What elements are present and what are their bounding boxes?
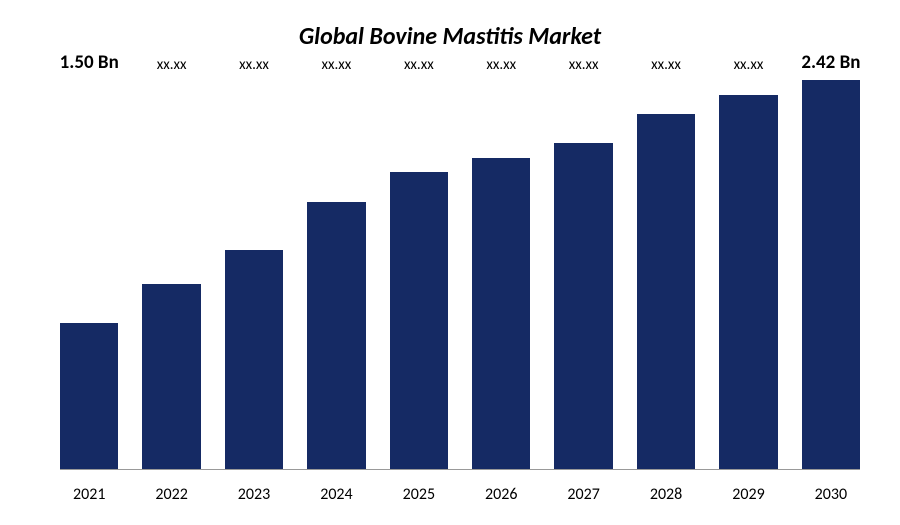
bar-group: xx.xx [637, 80, 695, 469]
chart-title: Global Bovine Mastitis Market [0, 0, 900, 51]
x-axis-tick: 2024 [307, 485, 365, 525]
bar-group: 2.42 Bn [802, 80, 860, 469]
bar-value-label: xx.xx [404, 56, 434, 74]
bar [142, 284, 200, 469]
bar-group: xx.xx [390, 80, 448, 469]
x-axis-tick: 2022 [142, 485, 200, 525]
bar-value-label: xx.xx [651, 56, 681, 74]
bar-value-label: 1.50 Bn [60, 51, 119, 74]
x-axis-tick: 2026 [472, 485, 530, 525]
x-axis-tick: 2023 [225, 485, 283, 525]
bar-value-label: xx.xx [569, 56, 599, 74]
x-axis-tick: 2025 [390, 485, 448, 525]
bar-value-label: xx.xx [486, 56, 516, 74]
bar [60, 323, 118, 469]
bar [225, 250, 283, 469]
bar-value-label: xx.xx [322, 56, 352, 74]
bar-value-label: xx.xx [734, 56, 764, 74]
bar [719, 95, 777, 469]
bar-group: 1.50 Bn [60, 80, 118, 469]
bar-group: xx.xx [225, 80, 283, 469]
bar-group: xx.xx [719, 80, 777, 469]
bar-value-label: 2.42 Bn [801, 51, 860, 74]
x-axis-tick: 2021 [60, 485, 118, 525]
bar-value-label: xx.xx [239, 56, 269, 74]
bar-group: xx.xx [554, 80, 612, 469]
x-axis-tick: 2027 [554, 485, 612, 525]
bar [390, 172, 448, 469]
bar-group: xx.xx [307, 80, 365, 469]
bar-group: xx.xx [142, 80, 200, 469]
bar-group: xx.xx [472, 80, 530, 469]
x-axis-tick: 2030 [802, 485, 860, 525]
bar [554, 143, 612, 469]
bar [802, 80, 860, 469]
bar [637, 114, 695, 469]
chart-plot-area: 1.50 Bn xx.xx xx.xx xx.xx xx.xx xx.xx xx… [60, 80, 860, 470]
x-axis-tick: 2029 [719, 485, 777, 525]
bar [472, 158, 530, 469]
bar-value-label: xx.xx [157, 56, 187, 74]
bar [307, 202, 365, 469]
x-axis: 2021 2022 2023 2024 2025 2026 2027 2028 … [60, 475, 860, 525]
bars-container: 1.50 Bn xx.xx xx.xx xx.xx xx.xx xx.xx xx… [60, 80, 860, 470]
x-axis-tick: 2028 [637, 485, 695, 525]
